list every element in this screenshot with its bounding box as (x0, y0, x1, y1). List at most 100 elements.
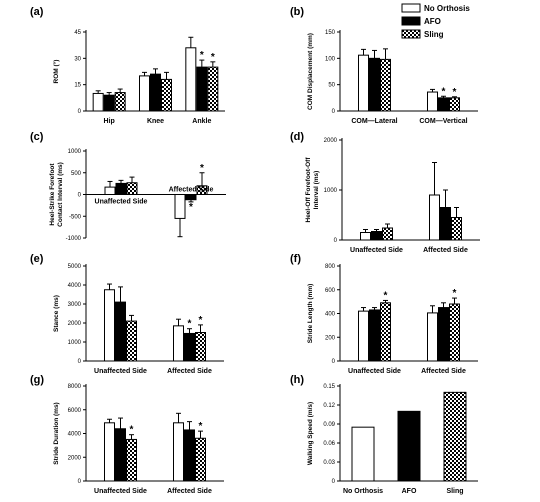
y-tick-label: 4000 (68, 432, 82, 438)
significance-star: * (130, 425, 134, 436)
legend-label-no-orthosis: No Orthosis (424, 4, 470, 13)
category-label: COM—Lateral (351, 118, 397, 125)
y-tick-label: 1000 (68, 149, 82, 155)
y-tick-label: 800 (325, 264, 336, 270)
bar-sling (380, 58, 391, 112)
bar-sling (126, 438, 137, 482)
panel-label: (c) (30, 131, 44, 143)
bar-afo (371, 231, 382, 241)
bar-afo (103, 94, 115, 112)
category-label: COM—Vertical (419, 118, 467, 125)
panel-h: (h) 0 0.03 0.06 0.09 0.12 0.15 Walking Speed (m… (290, 374, 478, 495)
panel-c: (c) 1000 500 0 -500 -1000 Heel-Strike Forefoot… (30, 131, 226, 242)
y-tick-label: 5000 (68, 264, 82, 270)
bar-afo (369, 309, 380, 362)
category-label: Hip (104, 118, 115, 125)
y-tick-label: 150 (325, 30, 336, 36)
bar-sling (382, 227, 393, 241)
y-tick-label: 0 (332, 359, 336, 365)
bar-afo (150, 73, 161, 112)
legend-swatch-sling (401, 29, 421, 39)
bar-sling (443, 391, 467, 482)
significance-star: * (199, 315, 203, 326)
y-tick-label: 400 (325, 312, 336, 318)
y-axis-label: Contact Interval (ms) (57, 162, 64, 227)
category-label: Knee (147, 118, 164, 125)
y-tick-label: 600 (325, 288, 336, 294)
bar-no-orthosis (358, 54, 369, 112)
bar-afo (115, 182, 127, 196)
bar-sling (195, 332, 206, 362)
significance-star: * (188, 319, 192, 330)
y-tick-label: 0.12 (323, 403, 335, 409)
bar-afo (184, 429, 195, 482)
category-label: Affected Side (169, 187, 214, 194)
category-label: Affected Side (421, 368, 466, 375)
category-label: Unaffected Side (350, 247, 403, 254)
y-axis-label: Heel-Off Forefoot-Off (305, 157, 312, 223)
bar-no-orthosis (92, 92, 104, 112)
category-label: Unaffected Side (348, 368, 401, 375)
y-tick-label: 0.06 (323, 441, 335, 447)
y-axis-label: Stance (ms) (53, 295, 60, 332)
bar-no-orthosis (429, 194, 440, 241)
y-axis-label: Interval (ms) (313, 171, 320, 210)
category-label: Affected Side (167, 488, 212, 495)
y-tick-label: 1000 (324, 188, 338, 194)
legend-label-afo: AFO (424, 17, 441, 26)
significance-star: * (199, 421, 203, 432)
bar-afo (185, 194, 197, 201)
y-tick-label: 0 (332, 109, 336, 115)
y-tick-label: 0 (78, 359, 82, 365)
significance-star: * (200, 163, 204, 174)
bar-no-orthosis (139, 75, 150, 112)
panel-label: (d) (290, 131, 304, 143)
panel-b: (b) 0 50 100 150 COM Displacement (mm) COM—Lat… (290, 6, 478, 125)
bar-no-orthosis (360, 232, 371, 241)
bar-afo (438, 307, 449, 362)
bar-afo (440, 207, 451, 241)
y-tick-label: 0 (78, 109, 82, 115)
y-tick-label: 3000 (68, 302, 82, 308)
y-tick-label: 4000 (68, 283, 82, 289)
category-label: AFO (402, 488, 417, 495)
category-label: Affected Side (167, 368, 212, 375)
significance-star: * (442, 86, 446, 97)
bar-sling (380, 302, 391, 362)
y-tick-label: 6000 (68, 408, 82, 414)
category-label: Unaffected Side (94, 488, 147, 495)
category-label: Unaffected Side (95, 199, 148, 206)
significance-star: * (211, 52, 215, 63)
bar-sling (451, 217, 462, 241)
category-label: Unaffected Side (94, 368, 147, 375)
y-tick-label: 45 (74, 30, 81, 36)
significance-star: * (453, 87, 457, 98)
y-tick-label: -1000 (66, 236, 82, 242)
bar-no-orthosis (104, 186, 116, 195)
y-tick-label: 50 (328, 83, 335, 89)
bar-sling (449, 97, 460, 112)
bar-no-orthosis (427, 312, 438, 362)
bar-sling (126, 320, 137, 362)
bar-sling (126, 182, 138, 196)
bar-no-orthosis (427, 91, 438, 112)
significance-star: * (189, 202, 193, 213)
bar-sling (114, 92, 126, 112)
bar-sling (195, 437, 206, 482)
category-label: Sling (446, 488, 463, 495)
y-axis-label: Heel-Strike Forefoot (49, 163, 56, 226)
category-label: No Orthosis (343, 488, 383, 495)
y-tick-label: 100 (325, 56, 336, 62)
y-axis-label: Walking Speed (m/s) (307, 402, 314, 465)
panel-label: (g) (30, 374, 44, 386)
y-tick-label: 0 (334, 238, 338, 244)
panel-e: (e) 0 1000 2000 3000 4000 5000 Stance (ms) Unaff… (30, 253, 224, 375)
y-tick-label: 500 (71, 171, 82, 177)
bar-sling (449, 303, 460, 362)
bar-no-orthosis (174, 194, 186, 219)
y-tick-label: 2000 (68, 321, 82, 327)
panel-label: (a) (30, 6, 44, 18)
y-tick-label: 0 (332, 479, 336, 485)
bar-sling (161, 78, 172, 112)
